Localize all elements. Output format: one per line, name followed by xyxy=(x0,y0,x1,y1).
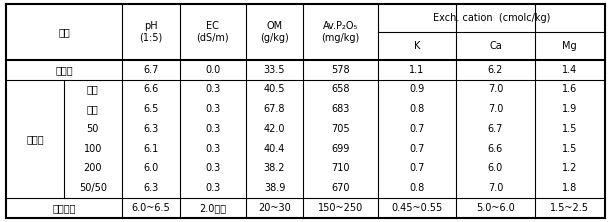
Text: 0.7: 0.7 xyxy=(409,124,425,134)
Text: 1.6: 1.6 xyxy=(562,84,577,94)
Text: 6.3: 6.3 xyxy=(143,183,158,193)
Text: 0.3: 0.3 xyxy=(205,183,220,193)
Text: 0.8: 0.8 xyxy=(409,183,425,193)
Text: 1.1: 1.1 xyxy=(409,65,425,75)
Text: 0.3: 0.3 xyxy=(205,144,220,154)
Text: Mg: Mg xyxy=(563,41,577,51)
Text: 0.3: 0.3 xyxy=(205,124,220,134)
Text: 0.45~0.55: 0.45~0.55 xyxy=(392,203,442,213)
Text: 1.8: 1.8 xyxy=(562,183,577,193)
Text: 200: 200 xyxy=(84,163,102,173)
Text: 20~30: 20~30 xyxy=(258,203,291,213)
Text: 시험후: 시험후 xyxy=(26,134,44,144)
Text: EC
(dS/m): EC (dS/m) xyxy=(196,21,229,43)
Text: 150~250: 150~250 xyxy=(318,203,363,213)
Text: 6.7: 6.7 xyxy=(143,65,158,75)
Text: 40.4: 40.4 xyxy=(264,144,285,154)
Text: 683: 683 xyxy=(331,104,349,114)
Text: Ca: Ca xyxy=(489,41,502,51)
Text: 0.3: 0.3 xyxy=(205,84,220,94)
Text: 0.8: 0.8 xyxy=(409,104,425,114)
Text: OM
(g/kg): OM (g/kg) xyxy=(260,21,289,43)
Text: 670: 670 xyxy=(331,183,350,193)
Text: 0.0: 0.0 xyxy=(205,65,220,75)
Text: 1.5: 1.5 xyxy=(562,144,577,154)
Text: K: K xyxy=(414,41,420,51)
Text: 무비: 무비 xyxy=(87,84,99,94)
Text: 0.3: 0.3 xyxy=(205,163,220,173)
Text: 710: 710 xyxy=(331,163,350,173)
Text: 0.7: 0.7 xyxy=(409,163,425,173)
Text: 2.0이하: 2.0이하 xyxy=(199,203,226,213)
Text: 42.0: 42.0 xyxy=(264,124,285,134)
Text: 6.2: 6.2 xyxy=(488,65,503,75)
Text: 6.3: 6.3 xyxy=(143,124,158,134)
Text: 관행: 관행 xyxy=(87,104,99,114)
Text: 6.0: 6.0 xyxy=(143,163,158,173)
Text: 1.9: 1.9 xyxy=(562,104,577,114)
Text: 33.5: 33.5 xyxy=(264,65,285,75)
Text: 658: 658 xyxy=(331,84,350,94)
Text: 40.5: 40.5 xyxy=(264,84,285,94)
Text: 50: 50 xyxy=(87,124,99,134)
Text: 6.1: 6.1 xyxy=(143,144,158,154)
Text: 7.0: 7.0 xyxy=(488,104,503,114)
Text: 1.5~2.5: 1.5~2.5 xyxy=(551,203,589,213)
Text: 578: 578 xyxy=(331,65,350,75)
Text: 6.7: 6.7 xyxy=(488,124,503,134)
Text: 1.4: 1.4 xyxy=(562,65,577,75)
Text: 38.2: 38.2 xyxy=(264,163,285,173)
Text: 0.7: 0.7 xyxy=(409,144,425,154)
Text: 7.0: 7.0 xyxy=(488,84,503,94)
Text: 38.9: 38.9 xyxy=(264,183,285,193)
Text: pH
(1:5): pH (1:5) xyxy=(139,21,163,43)
Text: 705: 705 xyxy=(331,124,350,134)
Text: 6.6: 6.6 xyxy=(488,144,503,154)
Text: Av.P₂O₅
(mg/kg): Av.P₂O₅ (mg/kg) xyxy=(321,21,360,43)
Text: Exch. cation  (cmolᴄ/kg): Exch. cation (cmolᴄ/kg) xyxy=(433,13,550,23)
Text: 구분: 구분 xyxy=(58,27,70,37)
Text: 1.2: 1.2 xyxy=(562,163,577,173)
Text: 7.0: 7.0 xyxy=(488,183,503,193)
Text: 적정범위: 적정범위 xyxy=(52,203,76,213)
Text: 699: 699 xyxy=(331,144,349,154)
Text: 1.5: 1.5 xyxy=(562,124,577,134)
Text: 6.0: 6.0 xyxy=(488,163,503,173)
Text: 6.5: 6.5 xyxy=(143,104,158,114)
Text: 시험전: 시험전 xyxy=(55,65,73,75)
Text: 0.3: 0.3 xyxy=(205,104,220,114)
Text: 100: 100 xyxy=(84,144,102,154)
Text: 67.8: 67.8 xyxy=(264,104,285,114)
Text: 5.0~6.0: 5.0~6.0 xyxy=(476,203,515,213)
Text: 6.0~6.5: 6.0~6.5 xyxy=(131,203,170,213)
Text: 0.9: 0.9 xyxy=(409,84,425,94)
Text: 6.6: 6.6 xyxy=(143,84,158,94)
Text: 50/50: 50/50 xyxy=(79,183,107,193)
